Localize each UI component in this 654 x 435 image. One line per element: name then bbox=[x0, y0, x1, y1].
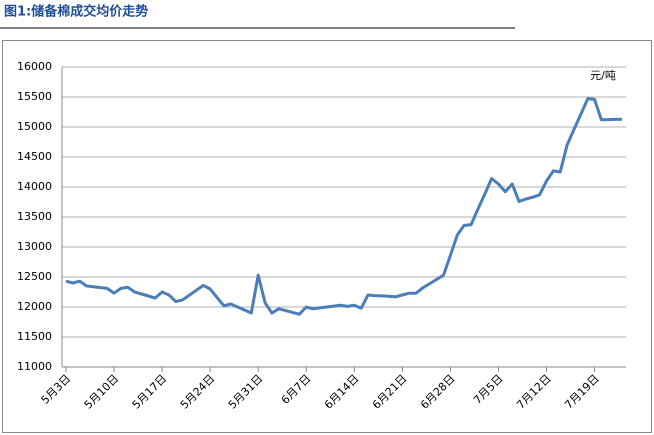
x-tick-label: 7月5日 bbox=[471, 372, 506, 407]
x-tick-label: 5月3日 bbox=[39, 372, 74, 407]
x-tick-label: 6月14日 bbox=[322, 372, 362, 412]
x-tick-label: 5月17日 bbox=[130, 372, 170, 412]
x-tick-label: 7月12日 bbox=[514, 372, 554, 412]
chart-frame bbox=[2, 40, 652, 433]
unit-label: 元/吨 bbox=[590, 69, 616, 82]
y-tick-label: 11500 bbox=[17, 330, 52, 343]
y-tick-label: 15500 bbox=[17, 90, 52, 103]
y-tick-label: 14500 bbox=[17, 150, 52, 163]
y-tick-label: 13000 bbox=[17, 240, 52, 253]
x-tick-label: 5月31日 bbox=[226, 372, 266, 412]
y-tick-label: 12500 bbox=[17, 270, 52, 283]
series-line bbox=[65, 97, 623, 316]
y-tick-label: 15000 bbox=[17, 120, 52, 133]
y-tick-label: 16000 bbox=[17, 60, 52, 73]
x-tick-label: 6月21日 bbox=[370, 372, 410, 412]
x-tick-label: 7月19日 bbox=[562, 372, 602, 412]
x-tick-label: 6月7日 bbox=[279, 372, 314, 407]
chart-title: 图1:储备棉成交均价走势 bbox=[4, 4, 148, 20]
x-tick-label: 5月10日 bbox=[82, 372, 122, 412]
y-tick-label: 13500 bbox=[17, 210, 52, 223]
y-tick-label: 12000 bbox=[17, 300, 52, 313]
x-tick-label: 5月24日 bbox=[178, 372, 218, 412]
y-tick-label: 14000 bbox=[17, 180, 52, 193]
y-tick-label: 11000 bbox=[17, 360, 52, 373]
x-tick-label: 6月28日 bbox=[418, 372, 458, 412]
